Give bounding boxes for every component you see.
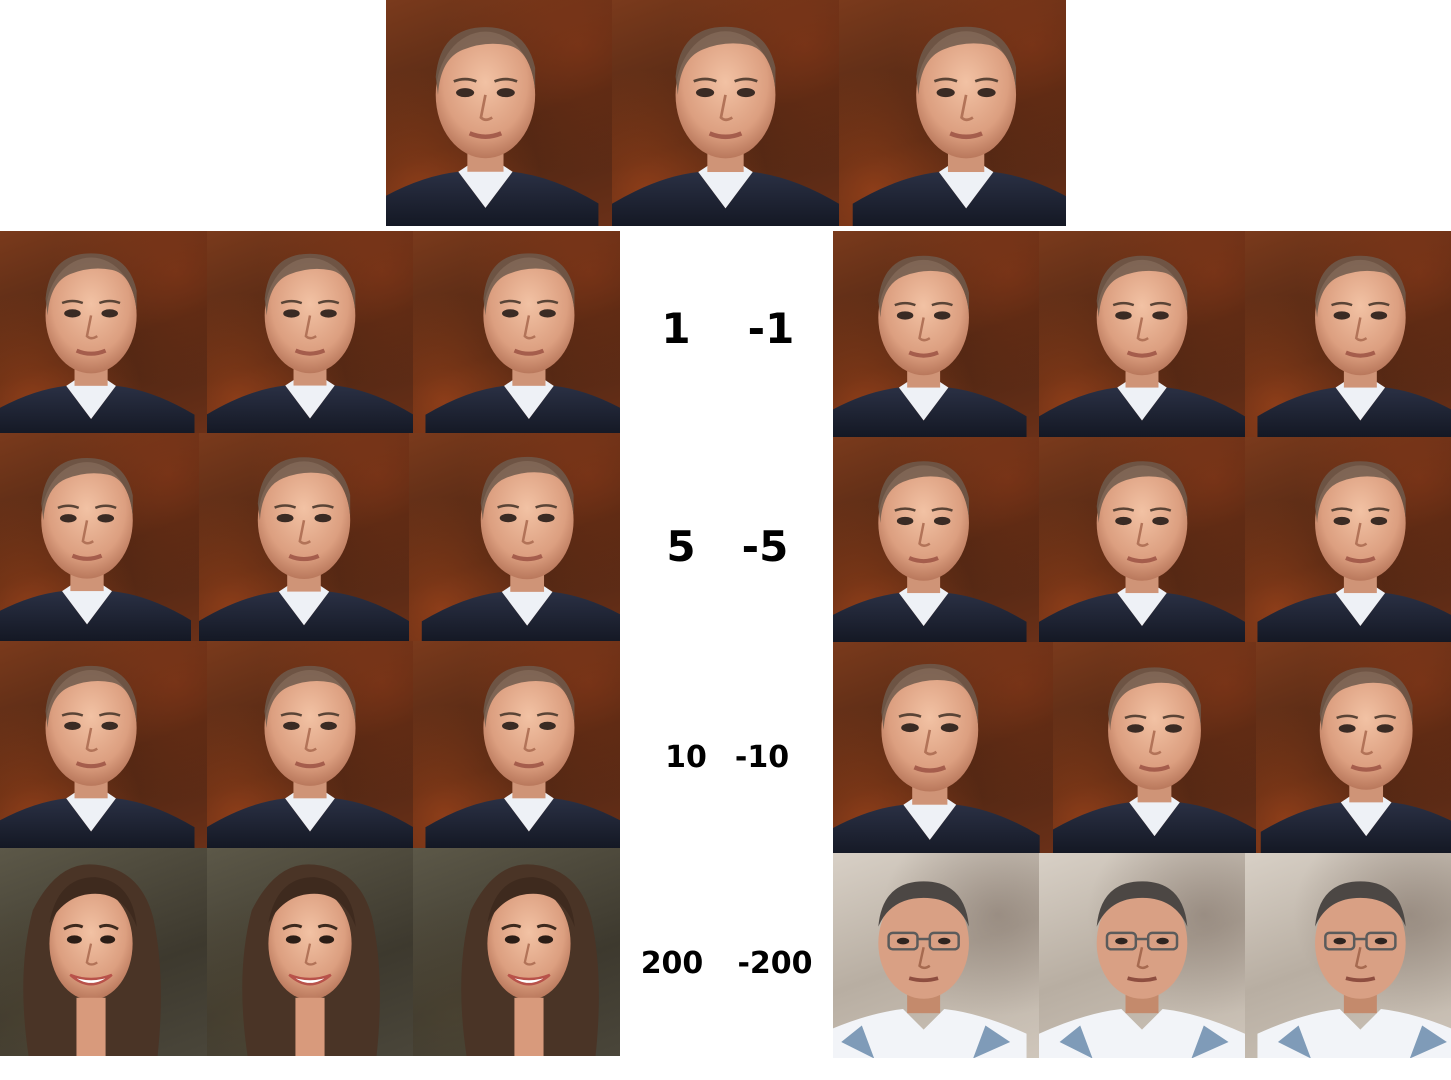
top-portrait-2 <box>612 0 839 226</box>
label-row1-right: -1 <box>747 304 795 353</box>
left-r1-c2 <box>207 231 413 433</box>
label-row3-left: 10 <box>665 740 707 775</box>
right-r1-c2 <box>1039 231 1245 437</box>
man-in-suit-portrait-icon <box>612 0 839 226</box>
man-with-glasses-portrait-icon <box>1245 853 1451 1058</box>
man-with-glasses-portrait-icon <box>1039 853 1245 1058</box>
smiling-woman-portrait-icon <box>207 848 413 1056</box>
man-in-suit-portrait-icon <box>199 433 409 641</box>
right-r3-c2 <box>1053 642 1256 853</box>
man-in-suit-portrait-icon <box>207 231 413 433</box>
right-r1-c3 <box>1245 231 1451 437</box>
left-r4-c3 <box>413 848 620 1056</box>
left-r3-c2 <box>207 641 413 848</box>
label-row4-left: 200 <box>640 946 704 981</box>
man-in-suit-portrait-icon <box>839 0 1066 226</box>
right-r1-c1 <box>833 231 1039 437</box>
label-row2-right: -5 <box>741 522 789 571</box>
right-r2-c2 <box>1039 437 1245 642</box>
right-r4-c2 <box>1039 853 1245 1058</box>
man-in-suit-portrait-icon <box>409 433 620 641</box>
man-in-suit-portrait-icon <box>413 231 620 433</box>
label-row3-right: -10 <box>734 740 790 775</box>
man-in-suit-portrait-icon <box>207 641 413 848</box>
right-r2-c1 <box>833 437 1039 642</box>
man-in-suit-portrait-icon <box>1245 437 1451 642</box>
left-r4-c1 <box>0 848 207 1056</box>
man-in-suit-portrait-icon <box>1256 642 1451 853</box>
man-in-suit-portrait-icon <box>0 231 207 433</box>
right-r3-c1 <box>833 642 1053 853</box>
man-with-glasses-portrait-icon <box>833 853 1039 1058</box>
right-r3-c3 <box>1256 642 1451 853</box>
smiling-woman-portrait-icon <box>413 848 620 1056</box>
left-r4-c2 <box>207 848 413 1056</box>
man-in-suit-portrait-icon <box>0 433 199 641</box>
left-r2-c2 <box>199 433 409 641</box>
man-in-suit-portrait-icon <box>386 0 612 226</box>
man-in-suit-portrait-icon <box>1039 231 1245 437</box>
smiling-woman-portrait-icon <box>0 848 207 1056</box>
label-row4-right: -200 <box>737 946 813 981</box>
left-r1-c1 <box>0 231 207 433</box>
right-r4-c1 <box>833 853 1039 1058</box>
man-in-suit-portrait-icon <box>833 642 1053 853</box>
left-r2-c1 <box>0 433 199 641</box>
man-in-suit-portrait-icon <box>1039 437 1245 642</box>
label-row2-left: 5 <box>666 522 696 571</box>
left-r3-c3 <box>413 641 620 848</box>
man-in-suit-portrait-icon <box>833 231 1039 437</box>
man-in-suit-portrait-icon <box>0 641 207 848</box>
man-in-suit-portrait-icon <box>833 437 1039 642</box>
man-in-suit-portrait-icon <box>413 641 620 848</box>
top-portrait-1 <box>386 0 612 226</box>
left-r2-c3 <box>409 433 620 641</box>
man-in-suit-portrait-icon <box>1053 642 1256 853</box>
left-r1-c3 <box>413 231 620 433</box>
label-row1-left: 1 <box>661 304 691 353</box>
man-in-suit-portrait-icon <box>1245 231 1451 437</box>
left-r3-c1 <box>0 641 207 848</box>
right-r2-c3 <box>1245 437 1451 642</box>
right-r4-c3 <box>1245 853 1451 1058</box>
top-portrait-3 <box>839 0 1066 226</box>
